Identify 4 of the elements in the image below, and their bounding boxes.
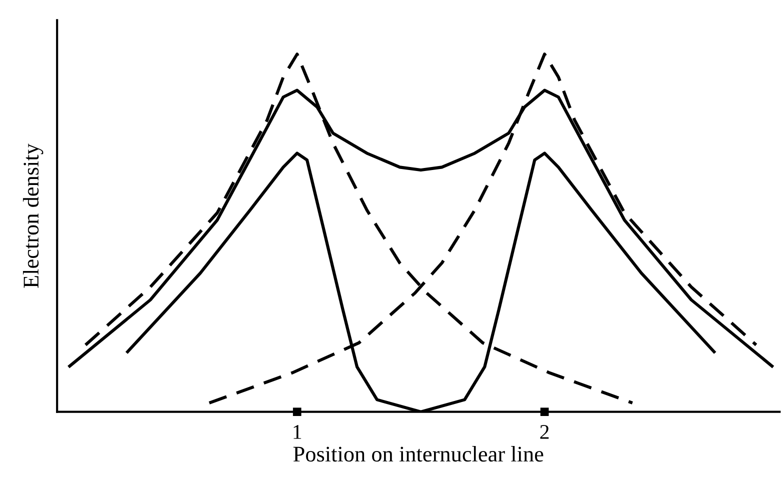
y-axis-title: Electron density (22, 144, 44, 288)
x-tick-label: 1 (294, 425, 302, 439)
x-tick-label: 2 (540, 425, 549, 439)
x-axis-title: Position on internuclear line (293, 446, 544, 462)
